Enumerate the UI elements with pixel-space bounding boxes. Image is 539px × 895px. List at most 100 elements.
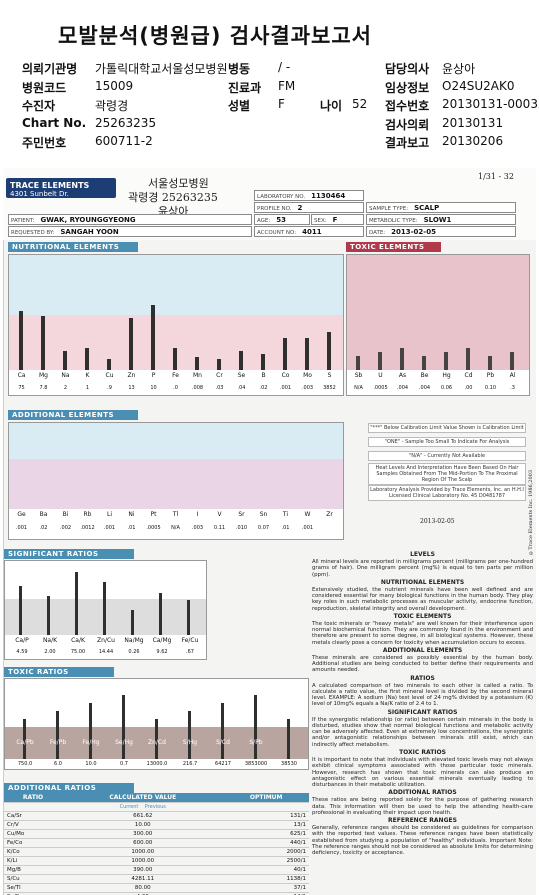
nutr-bar-Mg <box>41 316 45 370</box>
sig-name: Ca/Mg <box>152 637 172 644</box>
account-field: ACCOUNT NO: 4011 <box>254 226 364 237</box>
ratio-name: Cu/Mo <box>4 829 63 839</box>
ratio-optimum: 40/1 <box>223 865 309 875</box>
nutr-bar-S <box>327 332 331 370</box>
field-label: 검사의뢰 <box>385 118 430 132</box>
nutr-symbol: Mg <box>39 372 48 379</box>
ratio-value: 4.00 <box>62 892 224 895</box>
field-value: 20130206 <box>442 134 504 148</box>
panel-heading: RATIOS <box>410 674 435 682</box>
nutr-bar-K <box>85 348 89 370</box>
add-value: .001 <box>15 525 28 531</box>
sig-value: 14.44 <box>98 649 114 655</box>
nutr-symbol: K <box>85 372 90 379</box>
add-value: N/A <box>171 525 180 531</box>
panel-heading: NUTRITIONAL ELEMENTS <box>380 578 465 586</box>
add-symbol: V <box>217 511 222 518</box>
ratio-optimum: 2500/1 <box>223 856 309 866</box>
field-value: O24SU2AK0 <box>442 79 515 93</box>
note-2: "ONE" - Sample Too Small To Indicate For… <box>368 437 526 447</box>
toxr-name: S/Pb <box>249 739 263 746</box>
nutr-symbol: Co <box>281 372 290 379</box>
nutr-value: 2 <box>63 385 68 391</box>
field-label: 수진자 <box>22 99 56 113</box>
nutr-symbol: Ca <box>17 372 26 379</box>
sig-name: Zn/Cu <box>97 637 115 644</box>
ratio-row: Ca/Sr 661.62 131/1 <box>4 811 309 821</box>
toxic-value: .004 <box>396 385 409 391</box>
panel-heading: REFERENCE RANGES <box>388 816 457 824</box>
add-value: .010 <box>235 525 248 531</box>
add-symbol: I <box>196 511 199 518</box>
field-label: 성별 <box>228 99 251 113</box>
nutr-value: .003 <box>301 385 314 391</box>
add-symbol: Ge <box>17 511 26 518</box>
nutr-bar-Zn <box>129 318 133 370</box>
add-symbol: W <box>304 511 311 518</box>
report-header: 모발분석(병원급) 검사결과보고서 의뢰기관명 가톨릭대학교서울성모병원 병동 / -… <box>0 0 539 160</box>
toxic-bar-Cd <box>466 348 470 370</box>
nutr-bar-Na <box>63 351 67 370</box>
nutr-bar-Ca <box>19 311 23 370</box>
toxic-value: 0.06 <box>440 385 453 391</box>
toxic-bar-Al <box>510 352 514 370</box>
field-label: 병동 <box>228 62 251 76</box>
panel-heading: ADDITIONAL RATIOS <box>388 789 457 797</box>
nutr-value: 75 <box>18 385 25 391</box>
add-symbol: Bi <box>62 511 69 518</box>
nutr-value: .04 <box>237 385 246 391</box>
toxr-name: Ca/Pb <box>16 739 34 746</box>
nutr-value: .0 <box>173 385 178 391</box>
field-value: 52 <box>352 97 368 111</box>
sig-bar <box>103 582 106 635</box>
nutritional-chart: Ca 75 Mg 7.8 Na 2 K 1 Cu .9 Zn 13 P 10 Fe .0 Mn .008 Cr .03… <box>8 254 344 396</box>
toxr-value: 6.0 <box>54 761 62 767</box>
field-label: 임상정보 <box>385 81 430 95</box>
ratio-name: S/Cu <box>4 874 63 884</box>
lab-no-field: LABORATORY NO. 1130464 <box>254 190 364 201</box>
copyright: ©Trace Elements Inc. 1986,2003 <box>528 470 534 556</box>
panel-text: The toxic minerals or "heavy metals" are… <box>312 621 533 646</box>
nutr-bar-Mn <box>195 357 199 370</box>
field-value: 25263235 <box>95 116 157 130</box>
nutr-symbol: Mo <box>303 372 312 379</box>
nutr-symbol: B <box>261 372 266 379</box>
sig-bar <box>19 586 22 635</box>
nutr-value: .9 <box>107 385 112 391</box>
sex-field: SEX: F <box>311 214 364 225</box>
sig-value: 0.26 <box>128 649 140 655</box>
panel-text: Generally, reference ranges should be co… <box>312 825 533 856</box>
panel-text: If the synergistic relationship (or rati… <box>312 716 533 748</box>
toxic-symbol: Hg <box>442 372 451 379</box>
nutr-symbol: Na <box>61 372 70 379</box>
panel-text: These ratios are being reported solely f… <box>312 797 533 816</box>
sig-bar <box>47 596 50 635</box>
toxic-value: 0.10 <box>484 385 497 391</box>
nutr-value: 13 <box>128 385 135 391</box>
panel-text: These minerals are considered as possibl… <box>312 655 533 674</box>
add-value: .001 <box>301 525 314 531</box>
sig-bar <box>187 600 190 635</box>
sig-name: Ca/P <box>15 637 29 644</box>
sample-field: SAMPLE TYPE: SCALP <box>366 202 516 213</box>
add-value: .002 <box>59 525 72 531</box>
field-value: 15009 <box>95 79 134 93</box>
nutr-symbol: Mn <box>193 372 202 379</box>
field-label: 주민번호 <box>22 136 67 150</box>
ratio-name: Cr/V <box>4 820 63 830</box>
additional-header: ADDITIONAL ELEMENTS <box>8 410 138 420</box>
ratio-name: Mg/B <box>4 865 63 875</box>
field-label: 의뢰기관명 <box>22 62 78 76</box>
nutr-value: 10 <box>150 385 157 391</box>
field-value: / - <box>278 60 291 74</box>
field-label: 나이 <box>320 99 343 113</box>
nutr-value: 1 <box>85 385 90 391</box>
nutr-bar-B <box>261 354 265 370</box>
profile-field: PROFILE NO. 2 <box>254 202 364 213</box>
sig-value: 4.59 <box>16 649 28 655</box>
nutritional-header: NUTRITIONAL ELEMENTS <box>8 242 138 252</box>
toxr-name: Zn/Cd <box>148 739 166 746</box>
toxic-ratios-header: TOXIC RATIOS <box>4 667 114 677</box>
field-value: FM <box>278 79 296 93</box>
add-symbol: Rb <box>83 511 92 518</box>
